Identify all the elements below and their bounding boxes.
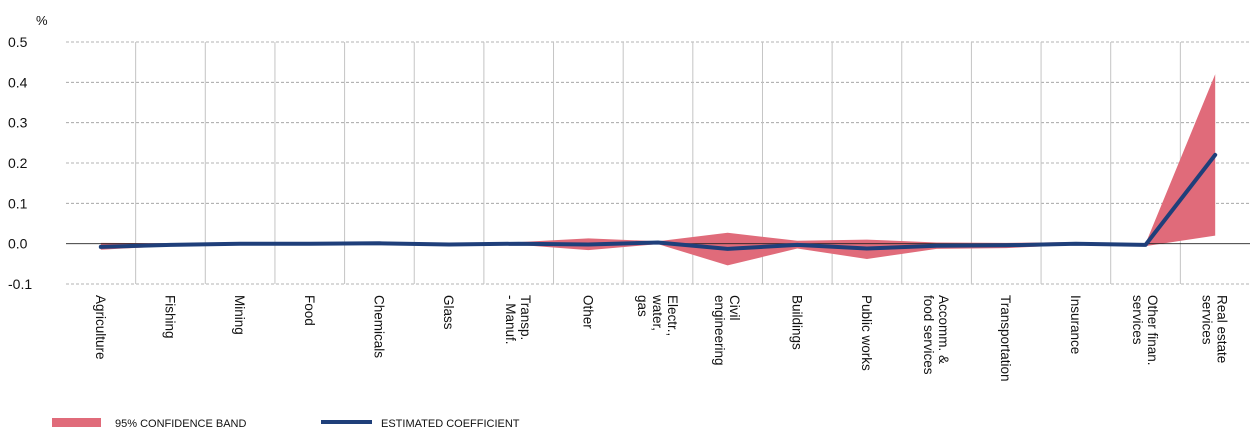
y-tick-label: 0.5 bbox=[8, 34, 28, 50]
category-label: Food bbox=[302, 295, 317, 326]
y-axis-unit: % bbox=[36, 13, 48, 28]
legend-line-swatch bbox=[321, 420, 372, 424]
category-label: Insurance bbox=[1068, 295, 1083, 354]
category-label: engineering bbox=[712, 295, 727, 366]
category-label: Other bbox=[580, 295, 595, 329]
y-tick-label: -0.1 bbox=[8, 276, 32, 292]
y-tick-label: 0.4 bbox=[8, 74, 28, 90]
confidence-band bbox=[100, 74, 1216, 266]
category-label: Civil bbox=[727, 295, 742, 321]
legend-band-swatch bbox=[52, 418, 101, 427]
y-tick-label: 0.0 bbox=[8, 236, 28, 252]
y-tick-label: 0.2 bbox=[8, 155, 28, 171]
category-label: Real estate bbox=[1215, 295, 1230, 363]
y-tick-label: 0.3 bbox=[8, 115, 28, 131]
category-label: Accomm. & bbox=[936, 295, 951, 364]
category-label: Other finan. bbox=[1145, 295, 1160, 366]
category-label: Chemicals bbox=[371, 295, 386, 358]
category-label: gas bbox=[635, 295, 650, 317]
legend-line-label: ESTIMATED COEFFICIENT bbox=[381, 418, 520, 428]
category-label: Glass bbox=[441, 295, 456, 330]
category-label: Transp. bbox=[518, 295, 533, 340]
x-axis-category-labels: Agriculture Fishing Mining Food Chemicals Gla… bbox=[93, 294, 1230, 382]
category-label: Electr., bbox=[665, 295, 680, 336]
category-label: Buildings bbox=[789, 295, 804, 350]
category-label: food services bbox=[921, 295, 936, 375]
category-label: water, bbox=[650, 294, 665, 331]
category-label: Transportation bbox=[998, 295, 1013, 382]
y-axis-ticks: 0.5 0.4 0.3 0.2 0.1 0.0 -0.1 bbox=[8, 34, 32, 292]
category-label: Mining bbox=[232, 295, 247, 335]
estimated-coefficient-line bbox=[98, 152, 1218, 251]
category-label: Public works bbox=[859, 295, 874, 371]
legend: 95% CONFIDENCE BAND ESTIMATED COEFFICIEN… bbox=[52, 418, 520, 428]
y-tick-label: 0.1 bbox=[8, 195, 28, 211]
legend-band-label: 95% CONFIDENCE BAND bbox=[115, 418, 246, 428]
category-label: - Manuf. bbox=[503, 295, 518, 345]
category-label: services bbox=[1200, 295, 1215, 345]
category-label: Fishing bbox=[163, 295, 178, 339]
category-label: services bbox=[1130, 295, 1145, 345]
grid bbox=[66, 41, 1250, 285]
category-label: Agriculture bbox=[93, 295, 108, 360]
